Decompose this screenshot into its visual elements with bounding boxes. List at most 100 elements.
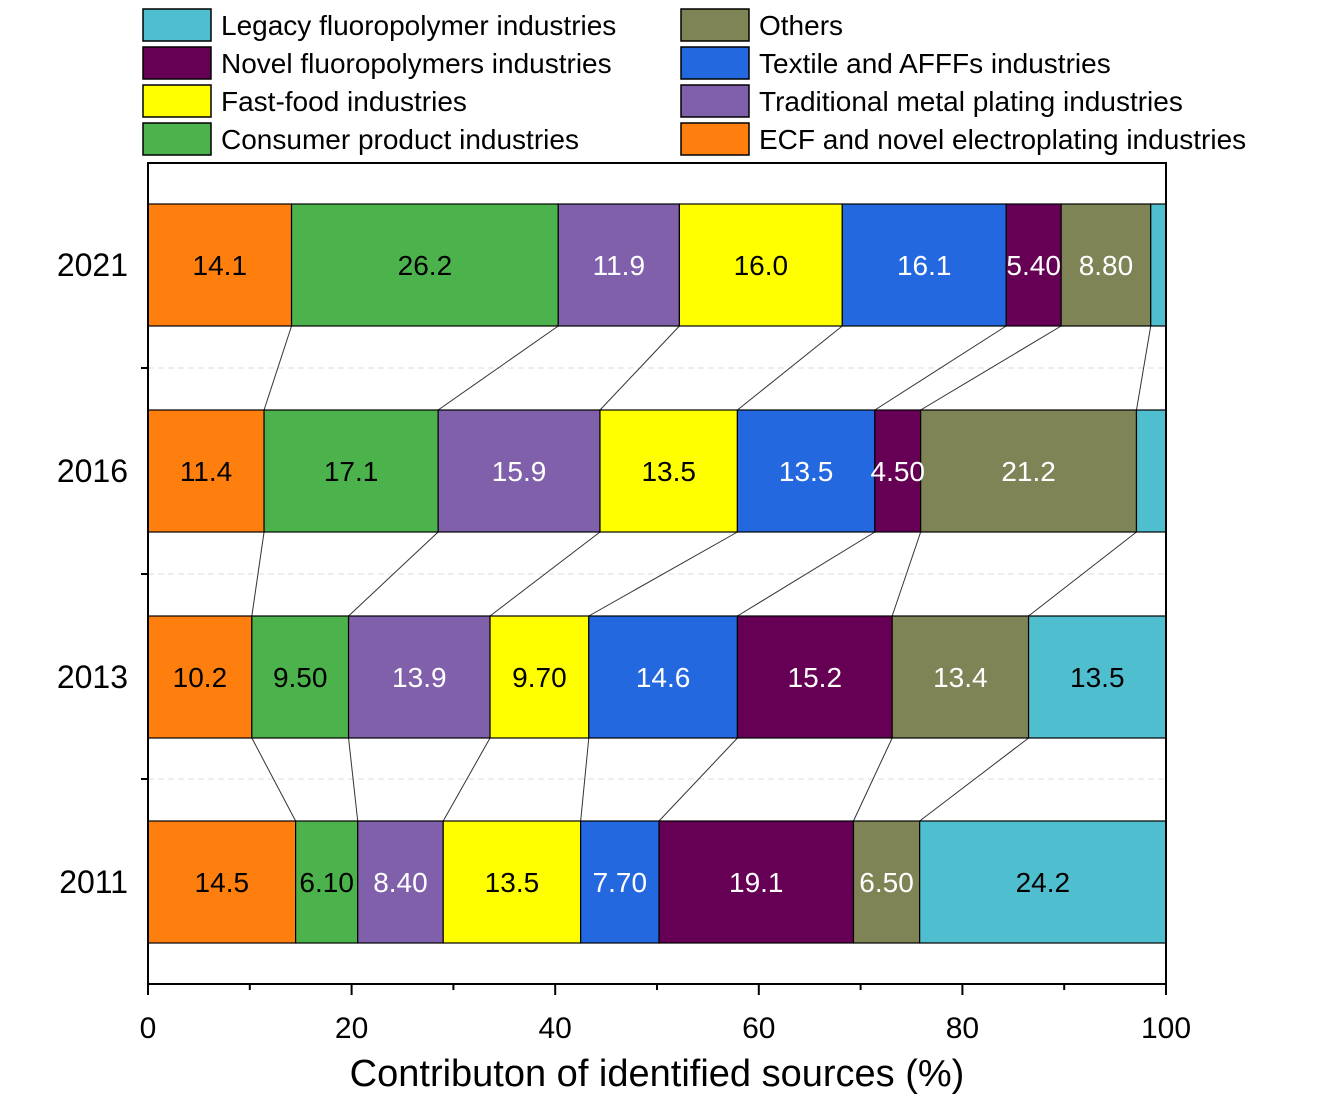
bar-2013-novel-fluoropolymers-industries [736,615,893,739]
connector-1-6 [1028,531,1137,617]
connector-2-3 [580,737,590,822]
bar-2021-novel-fluoropolymers-industries [1005,203,1062,327]
legend-label-traditional-metal-plating-industries: Traditional metal plating industries [759,86,1183,117]
connector-0-2 [599,325,680,411]
legend-label-consumer-product-industries: Consumer product industries [221,124,579,155]
legend-label-textile-and-afffs-industries: Textile and AFFFs industries [759,48,1111,79]
x-tick-label-80: 80 [946,1012,979,1045]
bar-label-2013-7: 13.5 [1070,662,1125,693]
legend-swatch-textile-and-afffs-industries [680,46,750,80]
bar-2016-consumer-product-industries [263,409,439,533]
legend-label-ecf-and-novel-electroplating-industries: ECF and novel electroplating industries [759,124,1246,155]
bar-label-2013-1: 9.50 [273,662,328,693]
connector-0-4 [874,325,1007,411]
connector-2-4 [658,737,738,822]
legend-swatch-legacy-fluoropolymer-industries [142,8,212,42]
bar-labels: 14.1 26.2 11.9 16.0 16.1 5.40 8.80 11.4 17.1 15.9… [173,250,1134,898]
connector-1-1 [348,531,439,617]
connector-2-2 [442,737,491,822]
connector-1-3 [588,531,738,617]
connector-0-0 [263,325,293,411]
bar-label-2011-6: 6.50 [859,867,914,898]
legend-swatch-traditional-metal-plating-industries [680,84,750,118]
bar-label-2011-7: 24.2 [1016,867,1071,898]
bar-2013-ecf-and-novel-electroplating-industries [147,615,253,739]
legend-swatch-consumer-product-industries [142,122,212,156]
bar-label-2021-3: 16.0 [734,250,789,281]
category-label-2013: 2013 [57,659,128,695]
bar-label-2013-0: 10.2 [173,662,228,693]
connector-2-6 [919,737,1029,822]
bar-2016-traditional-metal-plating-industries [437,409,601,533]
bar-label-2016-1: 17.1 [324,456,379,487]
bar-2016-ecf-and-novel-electroplating-industries [147,409,265,533]
bar-label-2021-5: 5.40 [1006,250,1061,281]
legend-swatch-novel-fluoropolymers-industries [142,46,212,80]
bar-2021-legacy-fluoropolymer-industries [1150,203,1167,327]
bar-2011-traditional-metal-plating-industries [357,820,444,944]
category-label-2016: 2016 [57,453,128,489]
category-label-2011: 2011 [59,864,128,900]
bar-2016-others [920,409,1138,533]
bar-2011-textile-and-afffs-industries [580,820,660,944]
bar-2013-traditional-metal-plating-industries [347,615,491,739]
bar-2021-fast-food-industries [678,203,843,327]
x-tick-label-100: 100 [1141,1012,1191,1045]
bar-label-2011-5: 19.1 [729,867,784,898]
bar-label-2011-0: 14.5 [195,867,250,898]
legend-swatch-ecf-and-novel-electroplating-industries [680,122,750,156]
bar-2013-legacy-fluoropolymer-industries [1027,615,1167,739]
bar-2011-legacy-fluoropolymer-industries [919,820,1167,944]
bar-2021-traditional-metal-plating-industries [557,203,680,327]
bar-label-2013-6: 13.4 [933,662,988,693]
x-tick-label-60: 60 [742,1012,775,1045]
legend-swatch-fast-food-industries [142,84,212,118]
connector-2-0 [251,737,297,822]
bar-label-2016-6: 21.2 [1001,456,1056,487]
bar-label-2016-3: 13.5 [641,456,696,487]
legend-label-novel-fluoropolymers-industries: Novel fluoropolymers industries [221,48,612,79]
bar-2013-consumer-product-industries [251,615,350,739]
bar-label-2021-2: 11.9 [593,250,645,281]
bar-2016-textile-and-afffs-industries [736,409,876,533]
bar-label-2016-4: 13.5 [779,456,834,487]
x-tick-label-20: 20 [335,1012,368,1045]
x-tick-label-0: 0 [140,1012,157,1045]
bar-label-2011-2: 8.40 [373,867,428,898]
bar-label-2011-1: 6.10 [299,867,354,898]
connector-0-3 [737,325,843,411]
bar-2011-ecf-and-novel-electroplating-industries [147,820,297,944]
bar-label-2016-0: 11.4 [180,456,232,487]
bar-label-2016-2: 15.9 [492,456,547,487]
connector-1-4 [737,531,876,617]
legend-label-others: Others [759,10,843,41]
bar-2021-textile-and-afffs-industries [841,203,1007,327]
axes: 0 20 40 60 80 100 2021 2016 2013 2011 Contributon … [57,162,1191,1095]
bar-label-2011-3: 13.5 [485,867,540,898]
bar-label-2021-4: 16.1 [897,250,952,281]
bar-2011-others [852,820,921,944]
connector-lines [251,325,1152,822]
bar-label-2013-2: 13.9 [392,662,447,693]
bar-2011-novel-fluoropolymers-industries [658,820,855,944]
bar-2013-fast-food-industries [489,615,590,739]
connector-2-5 [853,737,893,822]
legend-label-fast-food-industries: Fast-food industries [221,86,467,117]
bar-2013-others [891,615,1030,739]
bar-label-2016-5: 4.50 [871,456,926,487]
connector-0-1 [437,325,559,411]
bar-2011-fast-food-industries [442,820,582,944]
connector-1-2 [489,531,601,617]
bar-label-2011-4: 7.70 [593,867,648,898]
bar-label-2013-3: 9.70 [512,662,567,693]
bar-label-2013-5: 15.2 [788,662,843,693]
bar-label-2013-4: 14.6 [636,662,691,693]
bar-2016-legacy-fluoropolymer-industries [1135,409,1167,533]
connector-0-5 [920,325,1062,411]
legend-label-legacy-fluoropolymer-industries: Legacy fluoropolymer industries [221,10,616,41]
bar-label-2021-1: 26.2 [398,250,453,281]
connector-1-0 [251,531,265,617]
legend-swatch-others [680,8,750,42]
